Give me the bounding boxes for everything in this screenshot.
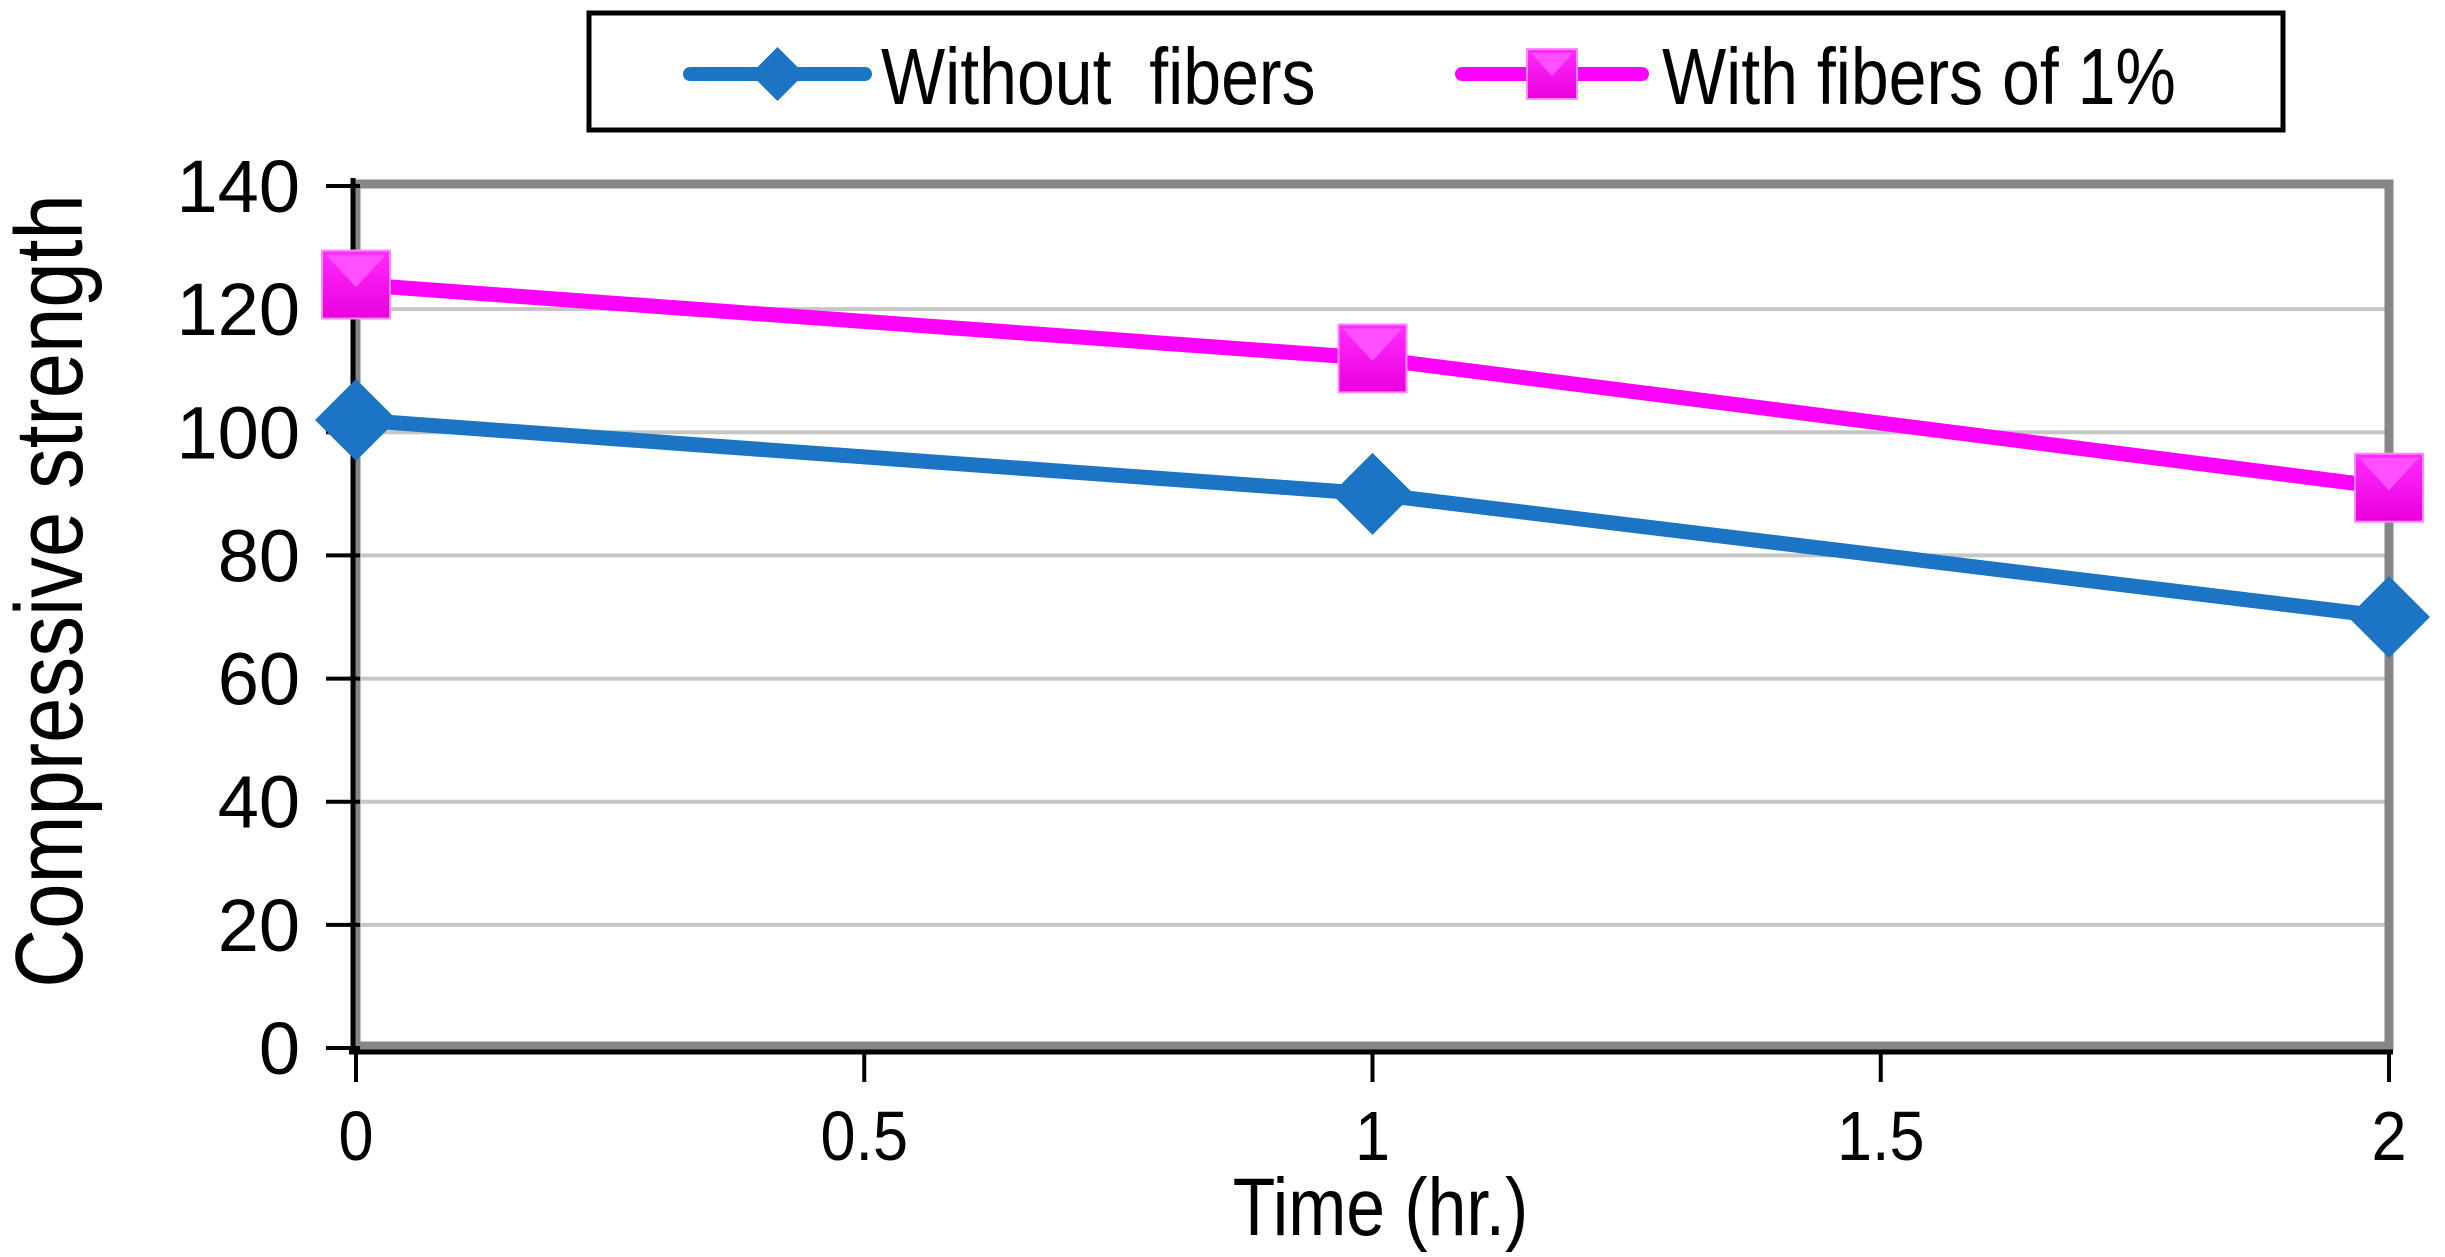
legend-box — [586, 10, 2286, 133]
y-axis-title: Compressive strength — [0, 194, 102, 988]
plot-area — [356, 186, 2389, 1048]
legend-marker-square-bevel — [1531, 53, 1573, 76]
x-tick-label: 1 — [1355, 1098, 1390, 1176]
legend: Without fibers With fibers of 1% — [586, 10, 2286, 133]
y-tick-label: 0 — [259, 1007, 300, 1090]
y-tick-label: 120 — [177, 268, 300, 351]
x-tick-label: 2 — [2371, 1098, 2406, 1176]
y-tick-label: 60 — [218, 638, 300, 721]
y-tick-label: 140 — [177, 145, 300, 228]
x-tick-label: 1.5 — [1837, 1098, 1925, 1176]
y-tick-label: 20 — [218, 884, 300, 967]
x-tick-label: 0.5 — [820, 1098, 908, 1176]
data-point-marker — [2348, 576, 2430, 658]
x-axis-title: Time (hr.) — [1233, 1162, 1529, 1254]
x-tick-label: 0 — [338, 1098, 373, 1176]
data-point-marker — [1331, 452, 1414, 535]
data-point-marker — [315, 378, 397, 461]
data-point-marker-bevel — [326, 254, 386, 288]
y-tick-label: 80 — [218, 514, 300, 597]
y-tick-label: 40 — [218, 761, 300, 844]
series-without-fibers — [315, 378, 2430, 658]
legend-marker-diamond — [750, 47, 805, 101]
legend-label: With fibers of 1% — [1662, 32, 2176, 121]
data-point-marker-bevel — [1342, 328, 1403, 362]
legend-item-with-fibers-of-1: With fibers of 1% — [1455, 32, 2176, 121]
legend-label: Without fibers — [881, 32, 1316, 121]
y-tick-label: 100 — [177, 391, 300, 474]
legend-item-without-fibers: Without fibers — [683, 32, 1316, 121]
data-point-marker-bevel — [2359, 457, 2419, 491]
series-with-fibers-of-1 — [321, 249, 2424, 523]
